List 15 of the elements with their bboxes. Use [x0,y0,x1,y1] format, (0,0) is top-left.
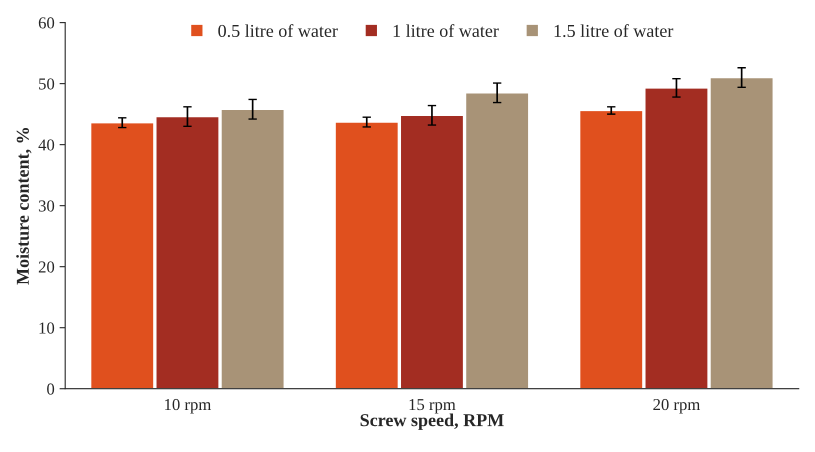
legend-label: 1.5 litre of water [554,24,674,38]
x-tick-label: 20 rpm [653,398,700,414]
legend-label: 1 litre of water [394,24,499,38]
y-tick-label: 60 [38,17,54,29]
y-tick-label: 50 [39,78,54,90]
y-tick-label: 40 [38,139,54,151]
y-tick-label: 10 [40,322,54,334]
y-tick-label: 20 [38,261,54,273]
y-tick-label: 30 [38,200,54,212]
x-axis-title: Screw speed, RPM [360,414,504,430]
legend-label: 0.5 litre of water [218,24,338,38]
x-tick-label: 10 rpm [165,398,212,414]
x-tick-label: 15 rpm [410,399,456,414]
y-axis-title: Moisture content, % [16,128,32,285]
y-tick-label: 0 [47,383,54,395]
